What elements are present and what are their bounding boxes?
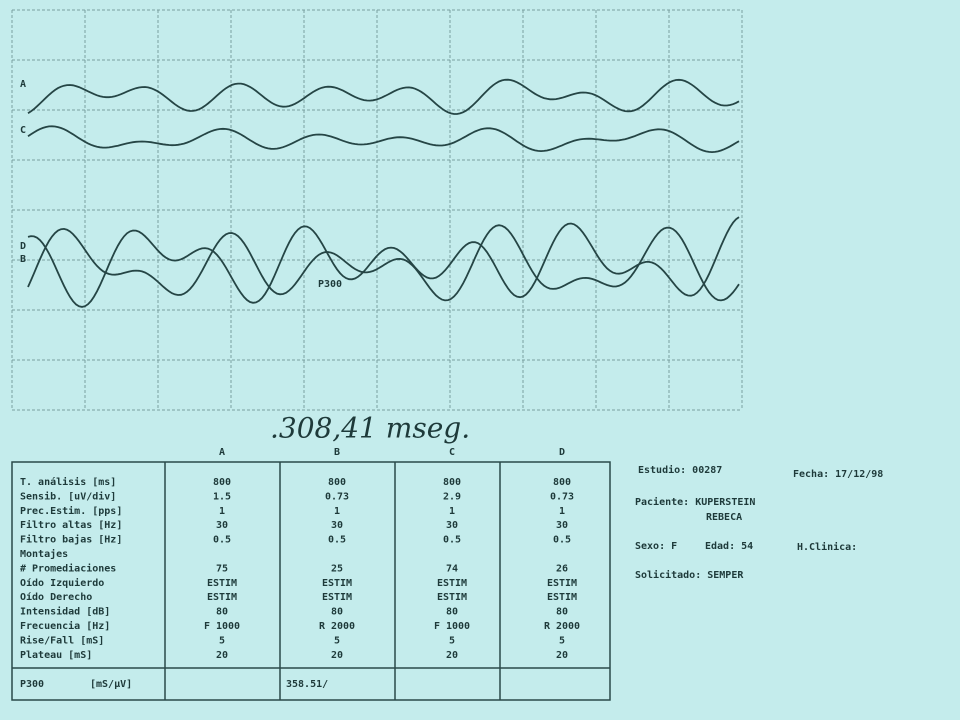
cell: 26 (556, 563, 568, 574)
cell: ESTIM (547, 592, 577, 603)
cell: R 2000 (319, 621, 355, 632)
row-label: Filtro bajas [Hz] (20, 534, 122, 546)
waveform (27, 224, 740, 302)
info: H.Clinica: (797, 541, 857, 553)
cell: 5 (559, 635, 565, 646)
row-label: # Promediaciones (20, 562, 116, 574)
trace-label: D (20, 241, 26, 252)
cell: 30 (331, 520, 343, 531)
row-label: Rise/Fall [mS] (20, 634, 104, 646)
cell: 30 (446, 520, 458, 531)
table-frame (11, 461, 611, 701)
column-header: A (219, 447, 225, 458)
cell: ESTIM (207, 592, 237, 603)
cell: 5 (449, 635, 455, 646)
cell: 20 (556, 650, 568, 661)
info: REBECA (706, 512, 742, 523)
cell: 1 (219, 506, 225, 517)
cell: 0.73 (325, 491, 349, 502)
cell: 5 (219, 635, 225, 646)
cell: ESTIM (207, 578, 237, 589)
cell: 800 (443, 477, 461, 488)
row-label: Oído Izquierdo (20, 577, 104, 589)
cell: 800 (553, 477, 571, 488)
info: Edad: 54 (705, 541, 753, 552)
cell: 0.73 (550, 491, 574, 502)
cell: ESTIM (322, 578, 352, 589)
cell: 30 (216, 520, 228, 531)
row-label: Prec.Estim. [pps] (20, 505, 122, 517)
grid (11, 9, 743, 411)
waveforms (27, 78, 740, 308)
info: Estudio: 00287 (638, 464, 722, 476)
cell: F 1000 (434, 621, 470, 632)
footer-unit: [mS/µV] (90, 679, 132, 690)
cell: 75 (216, 563, 228, 574)
footer-value: 358.51/ (286, 679, 328, 690)
cell: 74 (446, 563, 458, 574)
trace-label: B (20, 254, 26, 265)
column-header: D (559, 447, 565, 458)
info: Sexo: F (635, 541, 677, 552)
cell: 0.5 (443, 535, 461, 546)
cell: 1 (449, 506, 455, 517)
trace-label: C (20, 125, 26, 136)
waveform (27, 78, 740, 115)
cell: 800 (213, 477, 231, 488)
row-label: Plateau [mS] (20, 650, 92, 661)
row-label: T. análisis [ms] (20, 476, 116, 488)
footer-label: P300 (20, 679, 44, 690)
row-label: Intensidad [dB] (20, 606, 110, 618)
row-label: Oído Derecho (20, 591, 92, 603)
waveform (27, 216, 740, 308)
cell: ESTIM (437, 578, 467, 589)
info: Solicitado: SEMPER (635, 569, 744, 581)
cell: 1.5 (213, 491, 231, 502)
cell: 1 (334, 506, 340, 517)
cell: 20 (446, 650, 458, 661)
cell: 20 (216, 650, 228, 661)
cell: ESTIM (547, 578, 577, 589)
marker-label: P300 (318, 279, 342, 290)
cell: 80 (216, 607, 228, 618)
cell: 20 (331, 650, 343, 661)
row-label: Frecuencia [Hz] (20, 620, 110, 632)
cell: F 1000 (204, 621, 240, 632)
cell: 2.9 (443, 491, 461, 502)
trace-label: A (20, 79, 26, 90)
waveform (27, 125, 740, 154)
info: Fecha: 17/12/98 (793, 469, 883, 480)
row-label: Sensib. [uV/div] (20, 490, 116, 502)
handwritten-note: .308,41 mseg. (270, 412, 470, 445)
cell: 80 (331, 607, 343, 618)
cell: 30 (556, 520, 568, 531)
cell: 800 (328, 477, 346, 488)
cell: 25 (331, 563, 343, 574)
cell: 0.5 (553, 535, 571, 546)
cell: 0.5 (213, 535, 231, 546)
cell: 1 (559, 506, 565, 517)
column-header: B (334, 447, 340, 458)
cell: 80 (446, 607, 458, 618)
info: Paciente: KUPERSTEIN (635, 496, 755, 508)
cell: 0.5 (328, 535, 346, 546)
cell: 5 (334, 635, 340, 646)
cell: ESTIM (322, 592, 352, 603)
column-header: C (449, 447, 455, 458)
row-label: Filtro altas [Hz] (20, 519, 122, 531)
cell: ESTIM (437, 592, 467, 603)
cell: 80 (556, 607, 568, 618)
cell: R 2000 (544, 621, 580, 632)
table: A B C D T. análisis [ms] 800 800 800 800 Sensib. … (20, 447, 580, 661)
row-label: Montajes (20, 548, 68, 560)
